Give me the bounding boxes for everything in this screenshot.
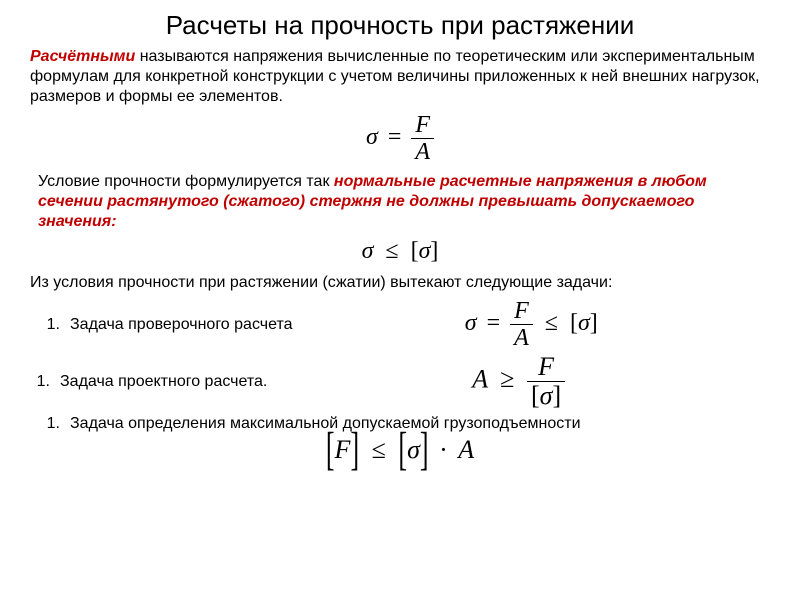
tasks-intro: Из условия прочности при растяжении (сжа… <box>30 273 770 293</box>
sigma: σ <box>362 238 374 264</box>
definition-lead: Расчётными <box>30 48 135 65</box>
fraction: F A <box>411 113 434 164</box>
bracket-left: [ <box>398 427 407 474</box>
bracket-left: [ <box>570 310 578 336</box>
task-1-row: 1. Задача проверочного расчета σ = F A ≤… <box>30 299 770 350</box>
task-2-row: 1. Задача проектного расчета. A ≥ F [σ] <box>20 354 770 409</box>
area: A <box>472 364 487 393</box>
bracket-right: ] <box>430 238 438 264</box>
bracket-right: ] <box>590 310 598 336</box>
sigma: σ <box>366 124 378 150</box>
bracket-left: [ <box>326 427 335 474</box>
le: ≤ <box>379 238 404 264</box>
force: F <box>335 435 351 464</box>
denominator: A <box>510 324 533 350</box>
ge: ≥ <box>494 364 520 393</box>
formula-sigma-f-over-a: σ = F A <box>30 113 770 164</box>
le: ≤ <box>366 435 392 464</box>
multiply-dot: · <box>435 435 452 464</box>
sigma-allow: σ <box>540 381 553 410</box>
condition-paragraph: Условие прочности формулируется так норм… <box>38 172 760 232</box>
numerator: F <box>527 354 565 381</box>
area: A <box>458 435 474 464</box>
sigma-allow: σ <box>578 310 590 336</box>
formula-sigma-le-bracket-sigma: σ ≤ [σ] <box>30 238 770 265</box>
definition-paragraph: Расчётными называются напряжения вычисле… <box>30 47 770 107</box>
task-2-formula: A ≥ F [σ] <box>267 354 770 409</box>
task-2-text: Задача проектного расчета. <box>60 373 267 391</box>
numerator: F <box>411 113 434 138</box>
fraction: F [σ] <box>527 354 565 409</box>
numerator: F <box>510 299 533 324</box>
task-1-number: 1. <box>30 316 70 334</box>
denominator: [σ] <box>527 381 565 409</box>
bracket-left: [ <box>411 238 419 264</box>
sigma-allow: σ <box>419 238 431 264</box>
formula-bracket-f-le-bracket-sigma-a: [F] ≤ [σ] · A <box>30 435 770 465</box>
equals: = <box>384 124 406 150</box>
sigma-allow: σ <box>407 435 420 464</box>
task-1-text: Задача проверочного расчета <box>70 316 293 334</box>
denominator: A <box>411 138 434 164</box>
bracket-right: ] <box>420 427 429 474</box>
bracket-right: ] <box>552 381 561 410</box>
bracket-right: ] <box>350 427 359 474</box>
task-1-formula: σ = F A ≤ [σ] <box>293 299 770 350</box>
definition-rest: называются напряжения вычисленные по тео… <box>30 48 760 105</box>
bracket-left: [ <box>531 381 540 410</box>
le: ≤ <box>539 310 564 336</box>
equals: = <box>483 310 505 336</box>
sigma: σ <box>465 310 477 336</box>
fraction: F A <box>510 299 533 350</box>
task-2-number: 1. <box>20 373 60 391</box>
task-3-number: 1. <box>30 415 70 433</box>
slide: Расчеты на прочность при растяжении Расч… <box>0 0 800 600</box>
condition-lead: Условие прочности формулируется так <box>38 173 334 190</box>
slide-title: Расчеты на прочность при растяжении <box>30 10 770 41</box>
